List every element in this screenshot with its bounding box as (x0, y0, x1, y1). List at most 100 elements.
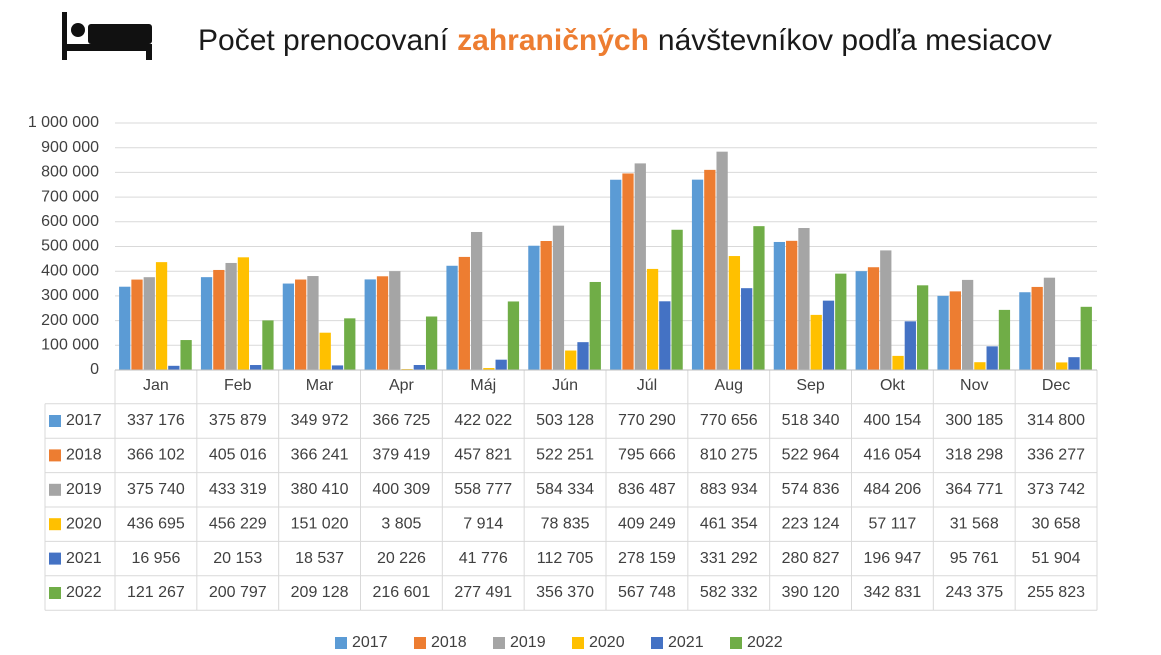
row-label: 2017 (66, 412, 102, 429)
table-cell: 112 705 (537, 550, 594, 567)
bar (446, 265, 458, 370)
bar (659, 301, 671, 370)
x-tick-label: Aug (715, 377, 743, 394)
y-tick-label: 200 000 (41, 312, 99, 329)
x-tick-label: Jan (143, 377, 169, 394)
table-cell: 209 128 (291, 584, 349, 601)
table-cell: 416 054 (863, 447, 921, 464)
table-cell: 318 298 (945, 447, 1003, 464)
x-tick-label: Mar (306, 377, 334, 394)
table-cell: 41 776 (459, 550, 508, 567)
table-cell: 300 185 (945, 412, 1003, 429)
bed-icon (62, 12, 152, 60)
bar (319, 332, 331, 370)
legend-key (49, 518, 61, 531)
bar (495, 359, 507, 370)
row-label: 2018 (66, 447, 102, 464)
table-cell: 223 124 (782, 515, 840, 532)
bar (168, 365, 180, 370)
bar (786, 240, 798, 370)
table-cell: 522 964 (782, 447, 840, 464)
bar (798, 228, 810, 370)
bar (1068, 357, 1080, 370)
table-cell: 567 748 (618, 584, 676, 601)
bar (119, 286, 131, 370)
bar (1019, 292, 1031, 370)
table-cell: 375 879 (209, 412, 267, 429)
legend-key (49, 449, 61, 462)
table-cell: 356 370 (536, 584, 594, 601)
bar (810, 314, 822, 370)
bar (331, 365, 344, 370)
table-cell: 336 277 (1027, 447, 1085, 464)
table-cell: 422 022 (454, 412, 512, 429)
x-tick-label: Feb (224, 377, 252, 394)
table-cell: 366 102 (127, 447, 185, 464)
row-label: 2019 (66, 481, 102, 498)
legend-label: 2022 (747, 634, 783, 651)
table-cell: 277 491 (454, 584, 512, 601)
bar (458, 256, 470, 370)
bar (262, 320, 274, 370)
bar (634, 163, 646, 370)
table-cell: 810 275 (700, 447, 758, 464)
bar (552, 225, 565, 370)
bar (822, 300, 835, 370)
bar (577, 342, 589, 370)
bar (1031, 286, 1043, 370)
bar (937, 295, 949, 370)
table-cell: 7 914 (463, 515, 503, 532)
row-label: 2020 (66, 515, 102, 532)
bar (671, 229, 683, 370)
table-cell: 216 601 (372, 584, 430, 601)
table-cell: 16 956 (131, 550, 180, 567)
table-cell: 366 725 (372, 412, 430, 429)
bar (155, 262, 168, 370)
bar (589, 281, 601, 370)
table-cell: 57 117 (869, 515, 917, 532)
bar (307, 276, 319, 370)
y-tick-label: 500 000 (41, 238, 99, 255)
y-tick-label: 300 000 (41, 287, 99, 304)
table-cell: 78 835 (541, 515, 590, 532)
legend-swatch (414, 637, 426, 649)
table-cell: 574 836 (782, 481, 840, 498)
bar (974, 362, 986, 370)
bar (691, 179, 704, 370)
table-cell: 3 805 (381, 515, 421, 532)
x-tick-label: Júl (637, 377, 657, 394)
bar (1056, 362, 1068, 370)
bar (200, 277, 213, 370)
legend-swatch (730, 637, 742, 649)
table-cell: 375 740 (127, 481, 185, 498)
x-tick-label: Apr (389, 377, 415, 394)
legend-label: 2017 (352, 634, 388, 651)
table-cell: 461 354 (700, 515, 758, 532)
legend-key (49, 483, 61, 496)
table-cell: 400 309 (372, 481, 430, 498)
table-cell: 280 827 (782, 550, 840, 567)
table-cell: 151 020 (291, 515, 349, 532)
legend-key (49, 415, 61, 427)
table-cell: 366 241 (291, 447, 349, 464)
table-cell: 522 251 (536, 447, 594, 464)
title-part: návštevníkov podľa mesiacov (658, 24, 1052, 57)
bar (225, 262, 237, 370)
table-cell: 390 120 (782, 584, 840, 601)
row-label: 2022 (66, 584, 102, 601)
bar (704, 169, 716, 370)
legend-label: 2021 (668, 634, 704, 651)
table-cell: 95 761 (950, 550, 999, 567)
table-cell: 836 487 (618, 481, 676, 498)
bar (880, 250, 892, 370)
table-cell: 31 568 (950, 515, 999, 532)
bar (741, 288, 753, 370)
bar (237, 257, 250, 370)
table-cell: 30 658 (1032, 515, 1081, 532)
table-cell: 20 153 (213, 550, 262, 567)
table-cell: 883 934 (700, 481, 758, 498)
x-tick-label: Dec (1042, 377, 1070, 394)
table-cell: 380 410 (291, 481, 349, 498)
bar (716, 151, 728, 370)
row-label: 2021 (66, 550, 102, 567)
